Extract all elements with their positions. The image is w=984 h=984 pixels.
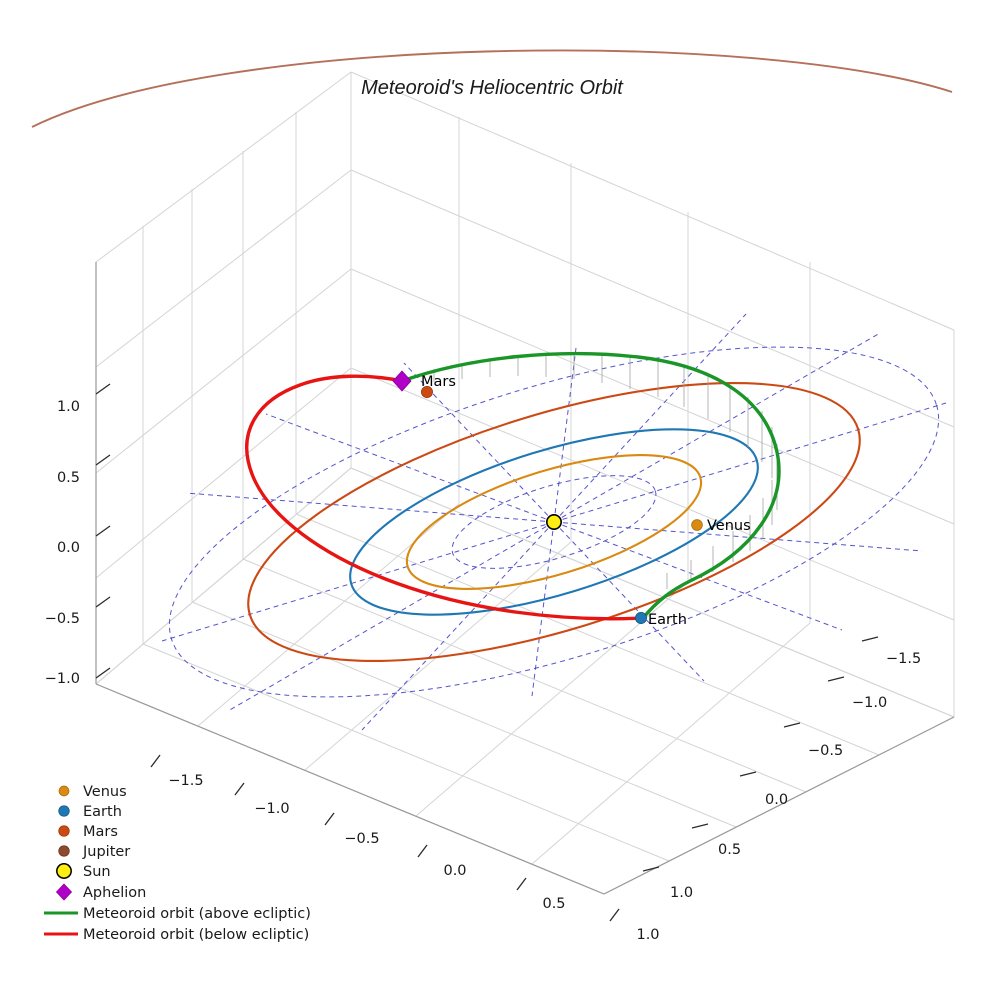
z-tick-2 bbox=[95, 454, 111, 466]
legend-label-earth: Earth bbox=[83, 804, 122, 820]
solar-system-markers bbox=[392, 370, 703, 624]
venus-label: Venus bbox=[707, 518, 751, 534]
mars-orbit bbox=[247, 381, 861, 663]
legend-label-venus: Venus bbox=[83, 784, 127, 800]
mars-marker bbox=[421, 386, 433, 398]
axes-3d-panes bbox=[95, 71, 955, 895]
x-tick-1 bbox=[234, 782, 245, 796]
planet-orbits bbox=[247, 381, 861, 663]
z-tick-5 bbox=[95, 667, 111, 679]
legend-item-earth[interactable]: Earth bbox=[58, 804, 122, 820]
aphelion-icon bbox=[55, 883, 73, 901]
earth-orbit bbox=[349, 428, 759, 616]
mars-icon bbox=[58, 825, 70, 837]
z-tick-label-1: 0.5 bbox=[57, 470, 80, 486]
polar-circle-outer bbox=[168, 346, 940, 698]
venus-orbit bbox=[405, 454, 703, 590]
y-tick-label-5: 1.0 bbox=[670, 885, 693, 901]
z-tick-4 bbox=[95, 596, 111, 608]
meteoroid-orbit-above-ecliptic bbox=[400, 351, 781, 620]
y-tick-5 bbox=[642, 866, 660, 872]
jupiter-orbit bbox=[31, 49, 953, 128]
legend-item-sun[interactable]: Sun bbox=[56, 863, 111, 880]
y-tick-2 bbox=[783, 722, 801, 728]
meteoroid-orbit-below-ecliptic bbox=[245, 374, 645, 621]
y-tick-label-2: −0.5 bbox=[808, 743, 843, 759]
earth-label: Earth bbox=[648, 612, 687, 628]
y-tick-label-0: −1.5 bbox=[886, 651, 921, 667]
x-tick-0 bbox=[150, 754, 161, 768]
x-tick-2 bbox=[324, 812, 335, 826]
x-tick-label-5: 1.0 bbox=[636, 927, 659, 943]
venus-icon bbox=[58, 785, 70, 797]
z-tick-label-0: 1.0 bbox=[57, 399, 80, 415]
venus-marker bbox=[691, 519, 703, 531]
z-tick-label-3: −0.5 bbox=[45, 611, 80, 627]
x-tick-4 bbox=[516, 877, 527, 891]
earth-marker bbox=[635, 612, 647, 624]
polar-circle-0-5 bbox=[451, 475, 657, 569]
left-pane-grid bbox=[95, 71, 352, 685]
legend-item-mars[interactable]: Mars bbox=[58, 824, 118, 840]
x-tick-label-4: 0.5 bbox=[542, 896, 565, 912]
y-axis: −1.5 −1.0 −0.5 0.0 0.5 1.0 bbox=[642, 636, 921, 901]
floor-grid bbox=[95, 467, 955, 895]
legend-item-aphelion[interactable]: Aphelion bbox=[55, 883, 147, 901]
x-axis: −1.5 −1.0 −0.5 0.0 0.5 1.0 bbox=[150, 754, 660, 943]
z-tick-1 bbox=[95, 383, 111, 395]
page-title: Meteoroid's Heliocentric Orbit bbox=[361, 77, 624, 99]
legend-item-jupiter[interactable]: Jupiter bbox=[58, 844, 131, 860]
sun-icon bbox=[56, 863, 72, 879]
mars-label: Mars bbox=[421, 374, 456, 390]
sun-marker bbox=[545, 513, 562, 530]
y-tick-1 bbox=[827, 676, 845, 682]
legend-label-orbit-above: Meteoroid orbit (above ecliptic) bbox=[83, 906, 311, 922]
legend-label-sun: Sun bbox=[83, 864, 111, 880]
x-tick-5 bbox=[609, 908, 620, 922]
polar-reference-grid bbox=[161, 313, 947, 731]
legend: Venus Earth Mars Jupiter Sun bbox=[44, 784, 311, 943]
legend-label-orbit-below: Meteoroid orbit (below ecliptic) bbox=[83, 927, 309, 943]
y-tick-label-1: −1.0 bbox=[852, 695, 887, 711]
x-tick-3 bbox=[417, 844, 428, 858]
z-axis: 1.0 0.5 0.0 −0.5 −1.0 bbox=[45, 383, 111, 687]
y-tick-label-4: 0.5 bbox=[718, 842, 741, 858]
z-tick-label-4: −1.0 bbox=[45, 671, 80, 687]
legend-item-orbit-above[interactable]: Meteoroid orbit (above ecliptic) bbox=[44, 906, 311, 922]
legend-item-venus[interactable]: Venus bbox=[58, 784, 127, 800]
aphelion-marker bbox=[392, 370, 412, 392]
earth-icon bbox=[58, 805, 70, 817]
x-axis-spine bbox=[95, 683, 605, 895]
jupiter-icon bbox=[58, 845, 70, 857]
x-tick-label-3: 0.0 bbox=[443, 863, 466, 879]
y-axis-spine bbox=[603, 716, 955, 895]
z-tick-3 bbox=[95, 525, 111, 537]
z-tick-label-2: 0.0 bbox=[57, 540, 80, 556]
y-tick-label-3: 0.0 bbox=[765, 792, 788, 808]
legend-label-mars: Mars bbox=[83, 824, 118, 840]
legend-label-jupiter: Jupiter bbox=[82, 844, 130, 860]
x-tick-label-1: −1.0 bbox=[254, 801, 289, 817]
legend-item-orbit-below[interactable]: Meteoroid orbit (below ecliptic) bbox=[44, 927, 309, 943]
y-tick-0 bbox=[861, 636, 879, 642]
legend-label-aphelion: Aphelion bbox=[83, 885, 146, 901]
x-tick-label-0: −1.5 bbox=[168, 773, 203, 789]
body-text-labels: Venus Earth Mars bbox=[421, 374, 751, 628]
x-tick-label-2: −0.5 bbox=[344, 831, 379, 847]
y-tick-4 bbox=[691, 823, 709, 829]
y-tick-3 bbox=[739, 771, 757, 777]
meteoroid-orbit bbox=[245, 351, 781, 621]
